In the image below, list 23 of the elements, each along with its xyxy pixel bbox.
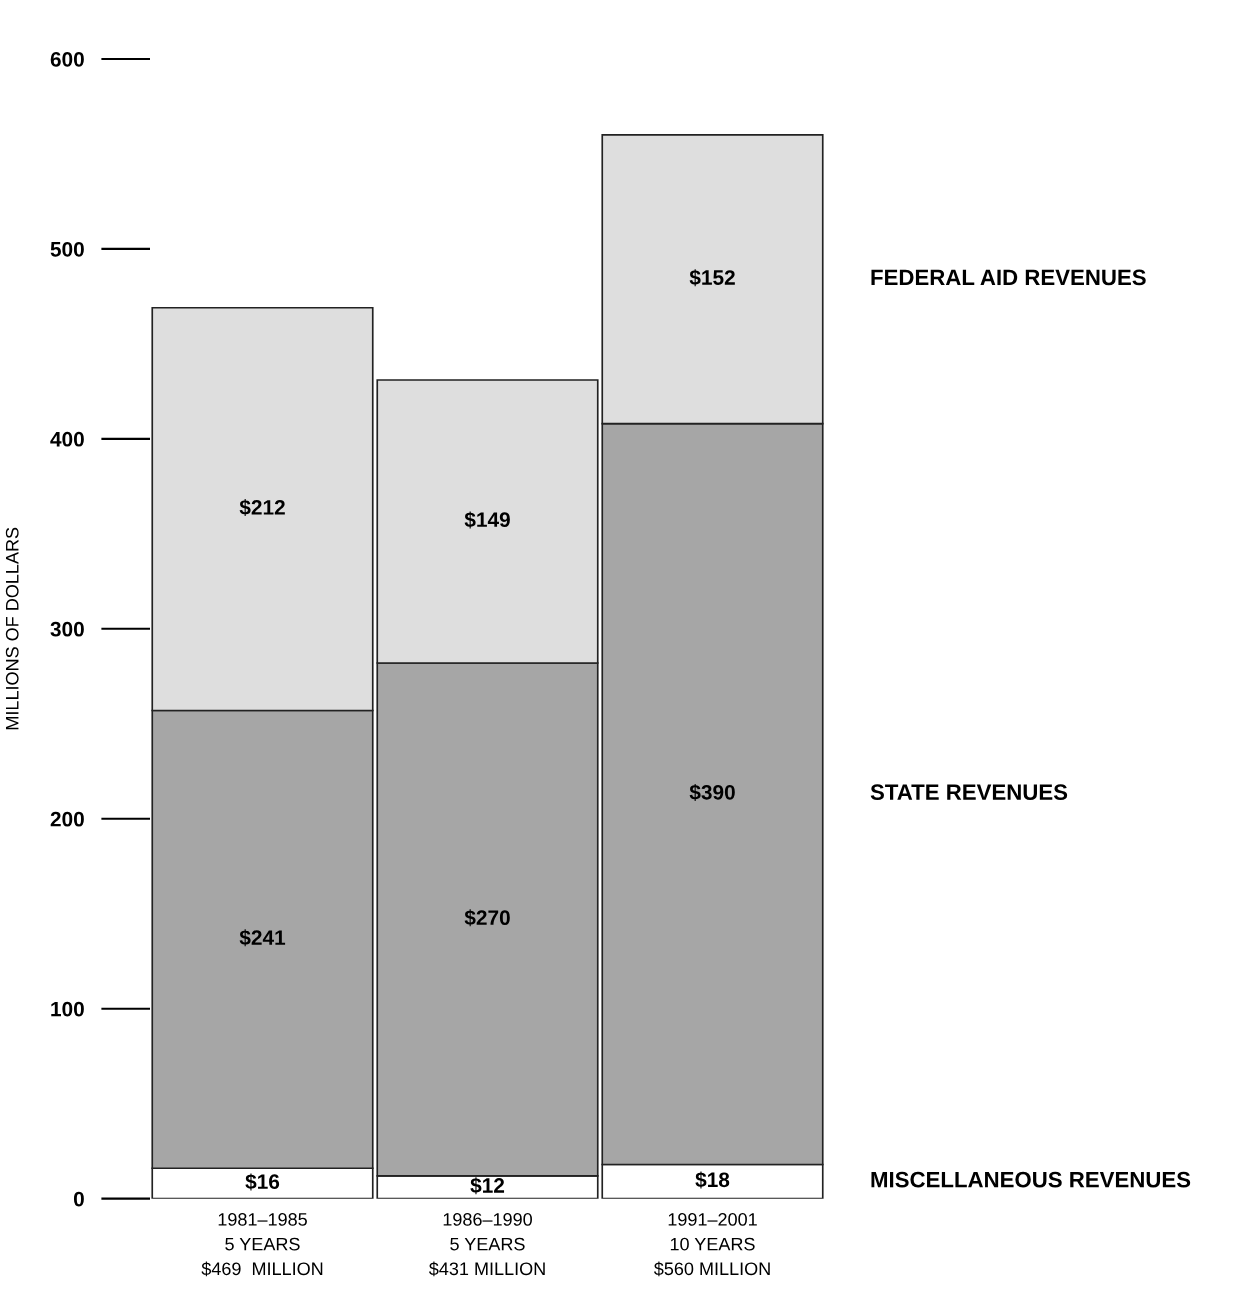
- x-tick-label: 1986–1990 5 YEARS $431 MILLION: [428, 1213, 545, 1277]
- data-label: $149: [464, 511, 510, 529]
- y-tick-label: 200: [50, 811, 84, 827]
- x-tick-label: 1991–2001 10 YEARS $560 MILLION: [653, 1213, 770, 1277]
- y-tick-label: 500: [50, 241, 84, 257]
- y-tick-label: 0: [73, 1191, 84, 1207]
- y-tick-label: 300: [50, 621, 84, 637]
- text: STATE REVENUES: [870, 784, 1068, 801]
- data-label: $12: [470, 1177, 505, 1195]
- data-label: $152: [689, 269, 735, 287]
- data-label: $390: [689, 783, 735, 801]
- data-label: $241: [239, 929, 286, 947]
- data-label: $212: [239, 499, 285, 517]
- y-tick-label: 600: [50, 51, 84, 67]
- x-tick-label: 1981–1985 5 YEARS $469 MILLION: [201, 1213, 323, 1277]
- y-tick-label: 400: [50, 431, 84, 447]
- data-label: $18: [695, 1171, 730, 1189]
- text: MISCELLANEOUS REVENUES: [871, 1171, 1191, 1188]
- data-label: $16: [245, 1173, 280, 1191]
- data-label: $270: [464, 909, 510, 927]
- y-axis-title: MILLIONS OF DOLLARS: [5, 527, 19, 730]
- text: FEDERAL AID REVENUES: [871, 269, 1146, 286]
- y-tick-label: 100: [51, 1001, 84, 1017]
